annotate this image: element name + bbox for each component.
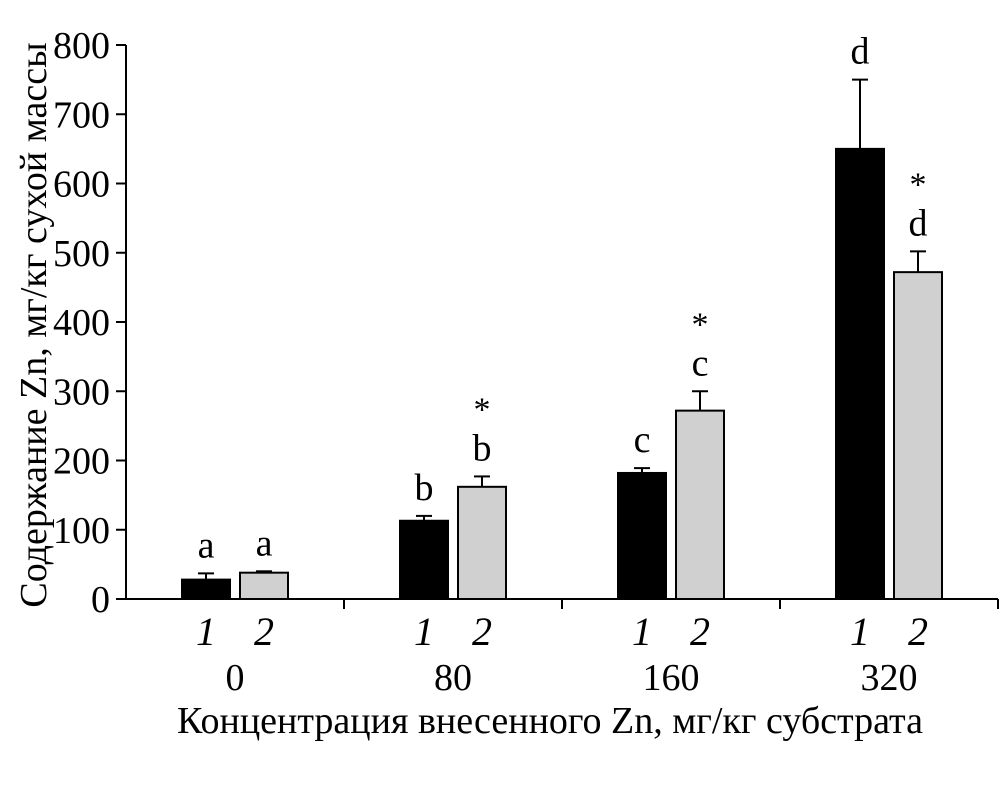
y-tick-label: 800 bbox=[53, 25, 110, 67]
x-sub-label: 2 bbox=[690, 609, 710, 654]
y-tick-label: 700 bbox=[53, 94, 110, 136]
significance-letter: a bbox=[198, 524, 215, 566]
y-tick-label: 0 bbox=[91, 579, 110, 621]
significance-letter: a bbox=[256, 522, 273, 564]
significance-letter: c bbox=[692, 342, 709, 384]
bar bbox=[835, 147, 885, 600]
significance-letter: b bbox=[415, 467, 434, 509]
significance-letter: d bbox=[909, 202, 928, 244]
y-tick-label: 400 bbox=[53, 302, 110, 344]
bar bbox=[675, 409, 725, 601]
bar bbox=[893, 271, 943, 600]
y-tick-label: 200 bbox=[53, 441, 110, 483]
bar bbox=[181, 578, 231, 600]
y-tick-label: 500 bbox=[53, 233, 110, 275]
bar bbox=[457, 485, 507, 600]
x-category-label: 0 bbox=[226, 657, 245, 699]
x-category-label: 160 bbox=[643, 657, 700, 699]
x-sub-label: 1 bbox=[196, 609, 216, 654]
x-category-label: 320 bbox=[861, 657, 918, 699]
significance-annotations: a abb*cc*dd* bbox=[198, 31, 928, 567]
significance-star: * bbox=[910, 166, 927, 203]
bars bbox=[181, 78, 943, 601]
bar bbox=[239, 571, 289, 600]
bar bbox=[399, 519, 449, 600]
significance-star: * bbox=[692, 306, 709, 343]
significance-star: * bbox=[474, 391, 491, 428]
significance-letter: b bbox=[473, 427, 492, 469]
y-tick-label: 300 bbox=[53, 371, 110, 413]
y-axis: 0 100 200 300 400 500 600 700 800 bbox=[53, 25, 127, 621]
bar bbox=[617, 471, 667, 600]
y-axis-title: Содержание Zn, мг/кг сухой массы bbox=[13, 42, 55, 607]
x-sub-label: 2 bbox=[908, 609, 928, 654]
x-sub-label: 1 bbox=[632, 609, 652, 654]
y-tick-label: 100 bbox=[53, 510, 110, 552]
y-tick-label: 600 bbox=[53, 164, 110, 206]
x-axis-title: Концентрация внесенного Zn, мг/кг субстр… bbox=[177, 700, 923, 742]
x-category-label: 80 bbox=[434, 657, 472, 699]
x-sub-label: 1 bbox=[414, 609, 434, 654]
significance-letter: d bbox=[851, 31, 870, 73]
x-sub-label: 1 bbox=[850, 609, 870, 654]
x-sub-label: 2 bbox=[472, 609, 492, 654]
significance-letter: c bbox=[634, 419, 651, 461]
x-sub-label: 2 bbox=[254, 609, 274, 654]
